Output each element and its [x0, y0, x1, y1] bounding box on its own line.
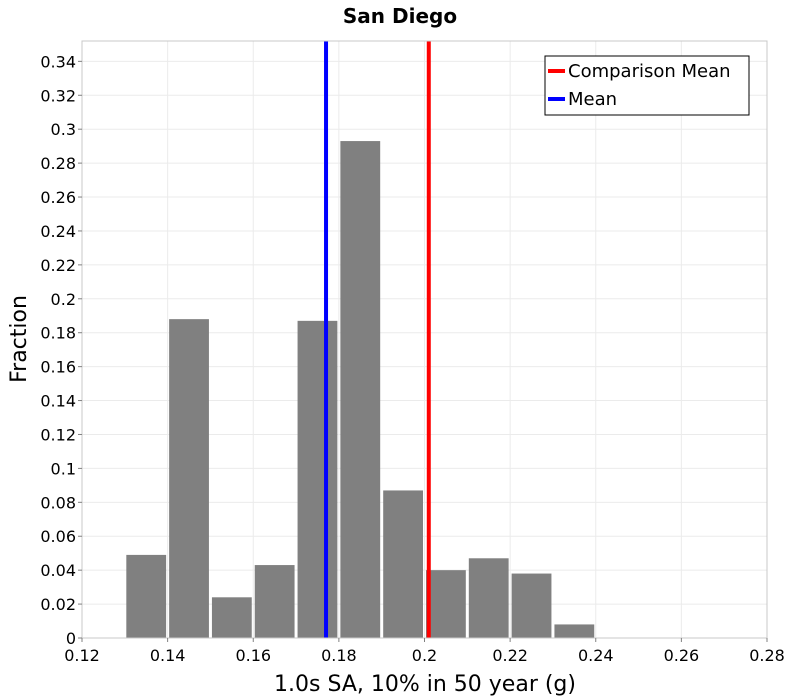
y-tick-label-17: 0.34	[40, 52, 76, 71]
x-tick-label-1: 0.14	[150, 646, 186, 665]
x-axis-ticks: 0.12 0.14 0.16 0.18 0.2 0.22 0.24 0.26 0.28	[64, 638, 785, 665]
histogram-bar-9	[511, 573, 552, 638]
y-axis-ticks: 0 0.02 0.04 0.06 0.08 0.1 0.12 0.14 0.16 0.18 0.2 0…	[40, 52, 82, 648]
y-tick-label-11: 0.22	[40, 256, 76, 275]
histogram-bar-1	[169, 319, 209, 638]
bars	[126, 141, 595, 638]
x-tick-label-3: 0.18	[321, 646, 357, 665]
y-tick-label-8: 0.16	[40, 358, 76, 377]
legend: Comparison Mean Mean	[544, 55, 750, 116]
histogram-bar-4	[297, 320, 338, 638]
legend-label-comparison-mean: Comparison Mean	[568, 61, 731, 82]
histogram-bar-5	[340, 141, 381, 638]
y-tick-label-7: 0.14	[40, 392, 76, 411]
mean-lines	[324, 41, 431, 638]
y-tick-label-10: 0.2	[51, 290, 76, 309]
histogram-bar-7	[426, 570, 466, 638]
histogram-bar-0	[126, 554, 167, 638]
histogram-bar-2	[211, 597, 252, 638]
histogram-bar-3	[254, 565, 295, 638]
y-tick-label-12: 0.24	[40, 222, 76, 241]
y-tick-label-13: 0.26	[40, 188, 76, 207]
histogram-bar-6	[383, 490, 423, 638]
x-tick-label-7: 0.26	[664, 646, 700, 665]
histogram-bar-10	[554, 624, 595, 638]
x-tick-label-2: 0.16	[235, 646, 271, 665]
y-tick-label-1: 0.02	[40, 595, 76, 614]
y-tick-label-9: 0.18	[40, 324, 76, 343]
chart-title: San Diego	[343, 4, 457, 28]
x-tick-label-6: 0.24	[578, 646, 614, 665]
x-tick-label-8: 0.28	[749, 646, 785, 665]
y-axis-label: Fraction	[7, 295, 32, 383]
legend-box	[544, 55, 750, 116]
y-tick-label-0: 0	[66, 629, 76, 648]
x-tick-label-0: 0.12	[64, 646, 100, 665]
y-tick-label-14: 0.28	[40, 154, 76, 173]
y-tick-label-6: 0.12	[40, 425, 76, 444]
legend-label-mean: Mean	[568, 89, 617, 110]
x-tick-label-4: 0.2	[412, 646, 437, 665]
y-tick-label-3: 0.06	[40, 527, 76, 546]
x-tick-label-5: 0.22	[492, 646, 528, 665]
x-axis-label: 1.0s SA, 10% in 50 year (g)	[274, 672, 576, 697]
y-tick-label-16: 0.32	[40, 86, 76, 105]
histogram-bar-8	[468, 558, 509, 638]
y-tick-label-15: 0.3	[51, 120, 76, 139]
y-tick-label-4: 0.08	[40, 493, 76, 512]
y-tick-label-5: 0.1	[51, 459, 76, 478]
y-tick-label-2: 0.04	[40, 561, 76, 580]
